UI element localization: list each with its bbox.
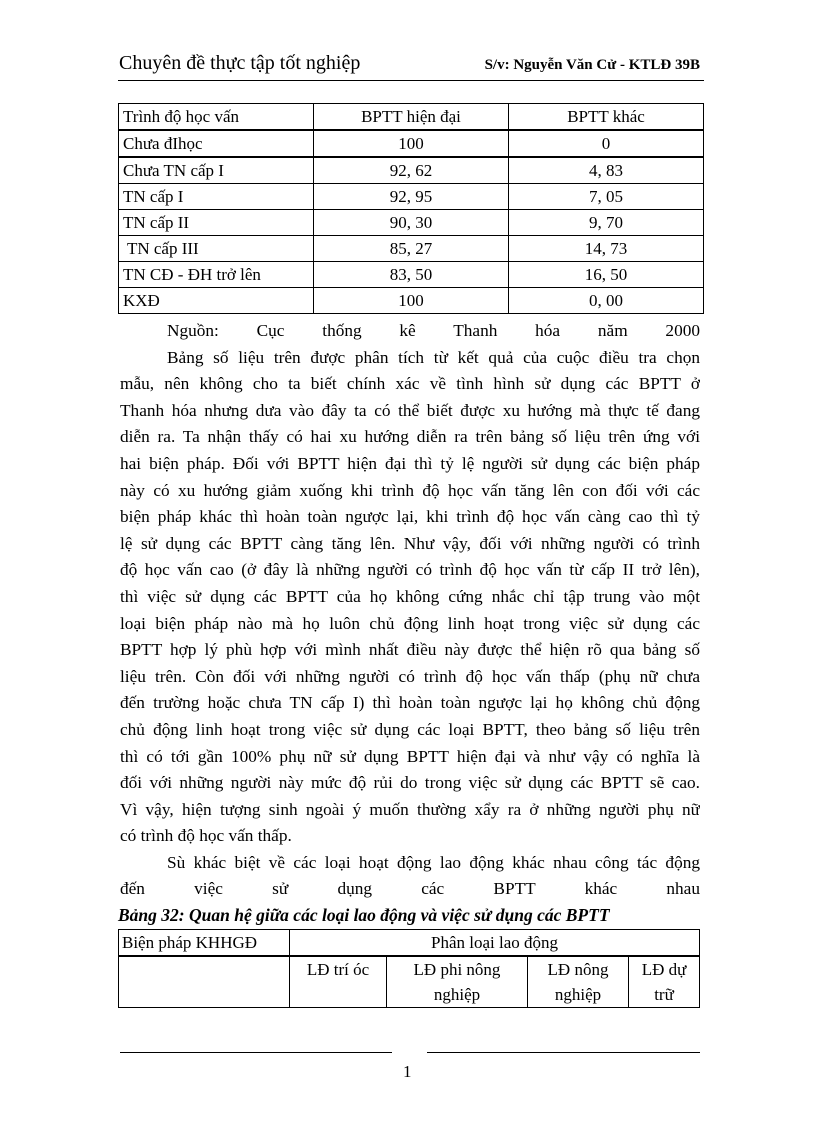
table-row: TN cấp I 92, 95 7, 05: [118, 183, 704, 210]
footer-divider-right: [427, 1052, 700, 1053]
table-cell: KXĐ: [118, 287, 314, 314]
text-line: Thanh hóa nhưng dưa vào đây ta có thể bi…: [120, 400, 700, 420]
table-cell: 92, 62: [313, 156, 509, 184]
table-cell: 83, 50: [313, 261, 509, 288]
table-subheader-cell: LĐ trí óc: [289, 955, 387, 1008]
table-header-row: Trình độ học vấn BPTT hiện đại BPTT khác: [118, 103, 704, 131]
table-subheader-cell: LĐ dự trữ: [628, 955, 700, 1008]
table-row: TN CĐ - ĐH trở lên 83, 50 16, 50: [118, 261, 704, 288]
text-line: đối với những người này mức độ rủi do tr…: [120, 773, 700, 793]
table-row: Chưa TN cấp I 92, 62 4, 83: [118, 156, 704, 184]
table-row: TN cấp III 85, 27 14, 73: [118, 235, 704, 262]
table-cell: 16, 50: [508, 261, 704, 288]
text-line: chủ động linh hoạt trong việc sử dụng cá…: [120, 719, 700, 739]
table-row: KXĐ 100 0, 00: [118, 287, 704, 314]
text-line: lệ sử dụng các BPTT càng tăng lên. Như v…: [120, 533, 700, 553]
page-number: 1: [403, 1062, 412, 1081]
table-cell: TN cấp I: [118, 183, 314, 210]
table-cell: 7, 05: [508, 183, 704, 210]
body-text: Nguồn: Cục thống kê Thanh hóa năm 2000 Bả…: [120, 318, 700, 903]
table-cell: 100: [313, 129, 509, 158]
text-line: này có xu hướng giảm xuống khi trình độ …: [120, 480, 700, 500]
header-divider: [118, 80, 704, 81]
table-header-cell: Biện pháp KHHGĐ: [118, 929, 290, 957]
table-subheader-cell: LĐ phi nông nghiệp: [386, 955, 528, 1008]
table-cell: TN CĐ - ĐH trở lên: [118, 261, 314, 288]
table-cell: 100: [313, 287, 509, 314]
text-line: Bảng số liệu trên được phân tích từ kết …: [167, 347, 700, 367]
table-cell: 92, 95: [313, 183, 509, 210]
table-cell: Chưa đIhọc: [118, 129, 314, 158]
table-subheader-cell: LĐ nông nghiệp: [527, 955, 629, 1008]
text-line: thì có tới gần 100% phụ nữ sử dụng BPTT …: [120, 746, 700, 766]
table-cell-empty: [118, 955, 290, 1008]
table-header-row: Biện pháp KHHGĐ Phân loại lao động: [118, 929, 700, 957]
text-line: liệu trên. Còn đối với những người có tr…: [120, 666, 700, 686]
text-line: loại biện pháp nào mà họ luôn chủ động l…: [120, 613, 700, 633]
table-cell: 14, 73: [508, 235, 704, 262]
header-author: S/v: Nguyễn Văn Cử - KTLĐ 39B: [484, 57, 700, 73]
table-header-cell: BPTT hiện đại: [313, 103, 509, 131]
table-cell: 0: [508, 129, 704, 158]
table-header-group: Phân loại lao động: [289, 929, 700, 957]
table-cell: 0, 00: [508, 287, 704, 314]
text-line: Vì vậy, hiện tượng sinh ngoài ý muốn thư…: [120, 799, 700, 819]
text-line: mẫu, nên không cho ta biết chính xác về …: [120, 374, 700, 394]
table-header-cell: BPTT khác: [508, 103, 704, 131]
table-cell: 9, 70: [508, 209, 704, 236]
table-subheader-row: LĐ trí óc LĐ phi nông nghiệp LĐ nông ngh…: [118, 955, 700, 1008]
text-line: thì việc sử dụng các BPTT của họ không c…: [120, 586, 700, 606]
text-line: Nguồn: Cục thống kê Thanh hóa năm 2000: [167, 321, 700, 340]
text-line: hai biện pháp. Đối với BPTT hiện đại thì…: [120, 453, 700, 473]
table-caption: Bảng 32: Quan hệ giữa các loại lao động …: [118, 905, 610, 925]
table-cell: 90, 30: [313, 209, 509, 236]
text-line: đến trường hoặc chưa TN cấp I) thì hoàn …: [120, 693, 700, 713]
text-line: BPTT hợp lý phù hợp với mình nhất điều n…: [120, 640, 700, 660]
text-line: Sù khác biệt về các loại hoạt động lao đ…: [167, 852, 700, 872]
labor-table: Biện pháp KHHGĐ Phân loại lao động LĐ tr…: [118, 929, 700, 1008]
text-line: độ học vấn cao (ở đây là những người có …: [120, 560, 700, 580]
table-cell: Chưa TN cấp I: [118, 156, 314, 184]
footer-divider-left: [120, 1052, 392, 1053]
education-table: Trình độ học vấn BPTT hiện đại BPTT khác…: [118, 103, 704, 314]
table-cell: 4, 83: [508, 156, 704, 184]
text-line: có trình độ học vấn thấp.: [120, 826, 292, 846]
text-line: diễn ra. Ta nhận thấy có hai xu hướng di…: [120, 427, 700, 447]
table-row: Chưa đIhọc 100 0: [118, 129, 704, 158]
header-title: Chuyên đề thực tập tốt nghiệp: [119, 52, 361, 74]
table-cell: 85, 27: [313, 235, 509, 262]
table-header-cell: Trình độ học vấn: [118, 103, 314, 131]
table-cell: TN cấp II: [118, 209, 314, 236]
text-line: biện pháp khác thì hoàn toàn ngược lại, …: [120, 507, 700, 527]
text-line: đến việc sử dụng các BPTT khác nhau: [120, 879, 700, 899]
table-row: TN cấp II 90, 30 9, 70: [118, 209, 704, 236]
table-cell: TN cấp III: [118, 235, 314, 262]
